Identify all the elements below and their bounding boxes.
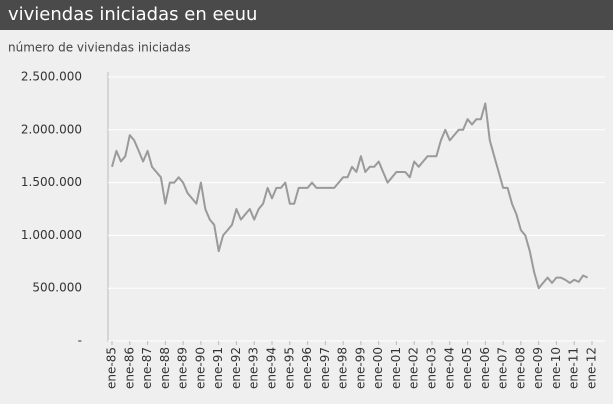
x-tick-label: ene-85: [105, 347, 119, 389]
x-tick-label: ene-87: [140, 347, 154, 389]
chart-title: viviendas iniciadas en eeuu: [8, 4, 257, 25]
x-tick-label: ene-05: [460, 347, 474, 389]
x-tick-label: ene-86: [122, 347, 136, 389]
y-axis-title: número de viviendas iniciadas: [8, 41, 191, 55]
x-tick-label: ene-00: [371, 347, 385, 389]
x-tick-label: ene-95: [282, 347, 296, 389]
x-tick-label: ene-10: [549, 347, 563, 389]
x-tick-label: ene-08: [513, 347, 527, 389]
y-tick-label: 1.000.000: [21, 228, 82, 242]
y-tick-label: 2.500.000: [21, 70, 82, 84]
x-tick-label: ene-01: [389, 347, 403, 389]
x-tick-label: ene-88: [158, 347, 172, 389]
x-tick-label: ene-98: [336, 347, 350, 389]
x-tick-label: ene-89: [176, 347, 190, 389]
x-tick-label: ene-93: [247, 347, 261, 389]
x-tick-label: ene-92: [229, 347, 243, 389]
y-tick-label: 2.000.000: [21, 122, 82, 136]
y-tick-label: -: [78, 334, 82, 348]
x-tick-label: ene-04: [442, 347, 456, 389]
x-tick-label: ene-94: [265, 347, 279, 389]
header-bar: [0, 0, 613, 30]
x-tick-label: ene-02: [407, 347, 421, 389]
x-tick-label: ene-09: [531, 347, 545, 389]
y-tick-label: 1.500.000: [21, 175, 82, 189]
x-tick-label: ene-97: [318, 347, 332, 389]
x-tick-label: ene-07: [496, 347, 510, 389]
x-tick-label: ene-96: [300, 347, 314, 389]
x-tick-label: ene-06: [478, 347, 492, 389]
data-line: [111, 102, 589, 290]
x-tick-label: ene-99: [353, 347, 367, 389]
x-tick-label: ene-11: [567, 347, 581, 389]
y-tick-label: 500.000: [32, 281, 82, 295]
x-tick-label: ene-90: [193, 347, 207, 389]
x-tick-label: ene-03: [425, 347, 439, 389]
x-tick-label: ene-91: [211, 347, 225, 389]
x-tick-label: ene-12: [585, 347, 599, 389]
